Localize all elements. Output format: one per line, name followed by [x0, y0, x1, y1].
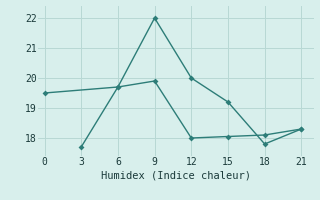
- X-axis label: Humidex (Indice chaleur): Humidex (Indice chaleur): [101, 170, 251, 180]
